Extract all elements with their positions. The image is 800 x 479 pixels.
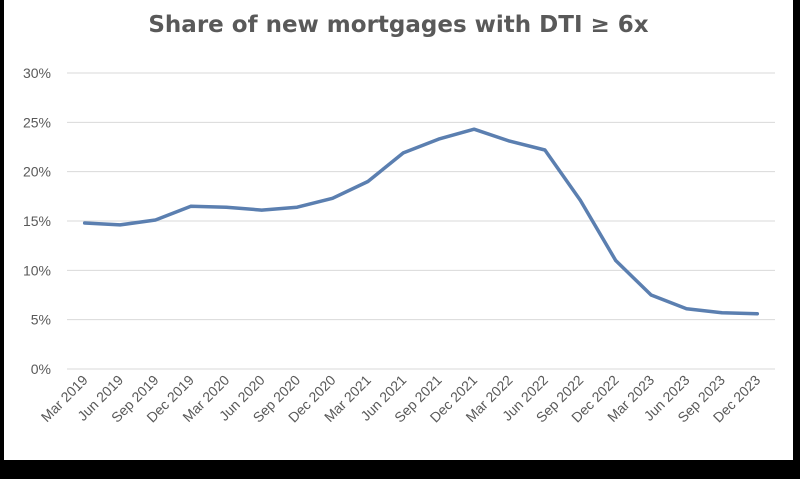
data-point (154, 218, 157, 222)
y-tick-label: 15% (23, 213, 51, 229)
data-point (720, 311, 724, 315)
data-point (295, 205, 299, 209)
chart-title: Share of new mortgages with DTI ≥ 6x (148, 12, 649, 38)
data-point (366, 180, 370, 183)
data-point (437, 137, 441, 141)
data-point (260, 208, 264, 212)
data-point (649, 293, 653, 297)
y-tick-label: 20% (23, 164, 51, 180)
data-point (755, 312, 759, 316)
data-point (685, 307, 688, 311)
y-tick-label: 30% (23, 65, 51, 81)
data-point (472, 127, 476, 131)
data-point (83, 221, 87, 225)
data-point (543, 148, 547, 152)
data-point (189, 204, 193, 208)
y-tick-label: 25% (23, 114, 51, 130)
data-point (401, 151, 405, 155)
data-point (118, 223, 122, 227)
data-point (331, 196, 334, 200)
data-point (614, 259, 618, 262)
y-tick-label: 0% (31, 361, 51, 377)
data-point (508, 139, 511, 143)
data-point (224, 205, 228, 209)
y-tick-label: 10% (23, 262, 51, 278)
series-line (82, 127, 760, 316)
y-tick-label: 5% (31, 312, 51, 328)
chart-panel: Share of new mortgages with DTI ≥ 6x 0% 5… (4, 0, 793, 460)
data-point (578, 198, 582, 202)
